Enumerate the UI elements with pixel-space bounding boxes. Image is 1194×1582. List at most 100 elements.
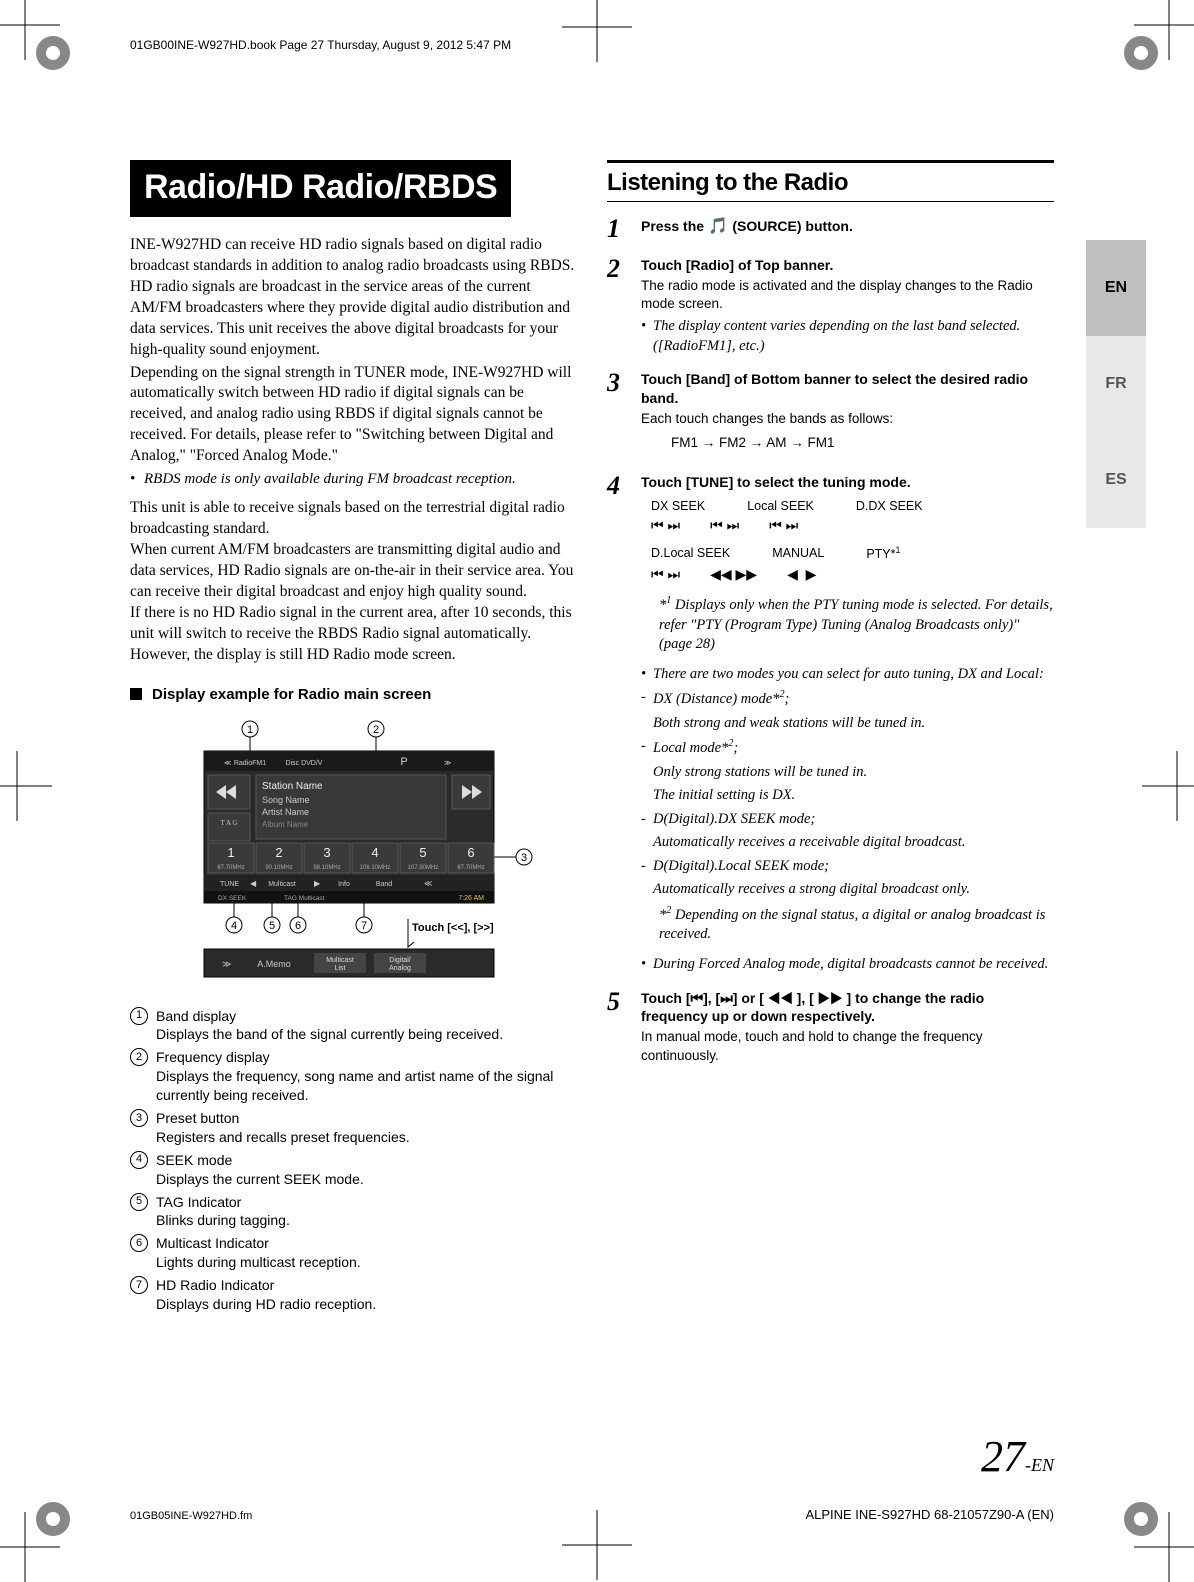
step-1: 1 Press the 🎵 (SOURCE) button. [607, 216, 1054, 242]
svg-text:107.90MHz: 107.90MHz [407, 865, 438, 871]
step-number: 2 [607, 256, 627, 356]
svg-text:1: 1 [227, 845, 234, 860]
step-4: 4 Touch [TUNE] to select the tuning mode… [607, 473, 1054, 975]
svg-text:Artist Name: Artist Name [262, 807, 309, 817]
svg-text:3: 3 [520, 852, 526, 864]
svg-text:90.10MHz: 90.10MHz [265, 865, 292, 871]
step-sub: Each touch changes the bands as follows: [641, 410, 1054, 428]
intro-paragraph: If there is no HD Radio signal in the cu… [130, 603, 577, 666]
step-head: Touch [Band] of Bottom banner to select … [641, 370, 1054, 408]
svg-text:≪: ≪ [424, 879, 432, 888]
step-number: 3 [607, 370, 627, 458]
svg-text:TAG Multicast: TAG Multicast [284, 895, 325, 902]
svg-text:DX SEEK: DX SEEK [218, 895, 247, 902]
step-number: 5 [607, 989, 627, 1065]
svg-text:7: 7 [360, 920, 366, 932]
legend-title: Band display [156, 1007, 503, 1026]
right-column: Listening to the Radio 1 Press the 🎵 (SO… [607, 160, 1054, 1318]
seek-row-2: D.Local SEEKMANUALPTY*1 [651, 545, 1054, 563]
svg-text:Album Name: Album Name [262, 820, 309, 829]
display-example-heading: Display example for Radio main screen [130, 686, 577, 703]
svg-text:98.10MHz: 98.10MHz [313, 865, 340, 871]
footnote-2: *2 Depending on the signal status, a dig… [641, 904, 1054, 945]
svg-text:≫: ≫ [222, 959, 231, 969]
step-note: The display content varies depending on … [641, 317, 1054, 356]
legend-title: TAG Indicator [156, 1193, 290, 1212]
svg-text:▶: ▶ [314, 879, 321, 888]
legend-number: 6 [130, 1234, 148, 1252]
svg-text:Song Name: Song Name [262, 795, 310, 805]
svg-text:87.70MHz: 87.70MHz [457, 865, 484, 871]
legend-title: Preset button [156, 1109, 410, 1128]
svg-text:◀: ◀ [250, 879, 257, 888]
regmark-crosshair [1142, 751, 1194, 821]
legend-title: HD Radio Indicator [156, 1276, 376, 1295]
intro-paragraph: This unit is able to receive signals bas… [130, 498, 577, 540]
note: Only strong stations will be tuned in. [641, 763, 1054, 783]
print-header-line: 01GB00INE-W927HD.book Page 27 Thursday, … [130, 38, 511, 52]
legend-list: 1 Band display Displays the band of the … [130, 1007, 577, 1314]
svg-text:Disc DVD/V: Disc DVD/V [285, 760, 322, 767]
radio-screen-svg: 1 2 3 4 5 6 7 ≪ [164, 717, 544, 997]
svg-text:Multicast: Multicast [268, 881, 296, 888]
note: Both strong and weak stations will be tu… [641, 714, 1054, 734]
footnote-1: *1 Displays only when the PTY tuning mod… [641, 594, 1054, 655]
intro-paragraph: INE-W927HD can receive HD radio signals … [130, 235, 577, 361]
legend-desc: Lights during multicast reception. [156, 1253, 361, 1272]
step-sub: The radio mode is activated and the disp… [641, 277, 1054, 313]
note: Local mode*2; [641, 737, 1054, 758]
svg-text:5: 5 [268, 920, 274, 932]
svg-text:P: P [400, 756, 407, 768]
regmark-ring [36, 1502, 70, 1536]
note: During Forced Analog mode, digital broad… [641, 955, 1054, 975]
lang-tab-fr[interactable]: FR [1086, 336, 1146, 432]
svg-text:7:26 AM: 7:26 AM [458, 895, 484, 902]
note: Automatically receives a receivable digi… [641, 833, 1054, 853]
svg-text:RadioFM1: RadioFM1 [233, 760, 265, 767]
step-head: Touch [Radio] of Top banner. [641, 256, 1054, 275]
seek-icons-2: ⏮ ⏭◀◀ ▶▶◀ ▶ [651, 565, 1054, 584]
step-3: 3 Touch [Band] of Bottom banner to selec… [607, 370, 1054, 458]
svg-text:A.Memo: A.Memo [257, 959, 291, 969]
svg-text:Digital/: Digital/ [389, 957, 410, 964]
radio-screen-figure: 1 2 3 4 5 6 7 ≪ [130, 717, 577, 997]
legend-title: Frequency display [156, 1048, 577, 1067]
step-head: Press the 🎵 (SOURCE) button. [641, 216, 1054, 238]
intro-paragraph: Depending on the signal strength in TUNE… [130, 363, 577, 468]
section-title: Radio/HD Radio/RBDS [130, 160, 511, 217]
regmark-ring [36, 36, 70, 70]
svg-text:5: 5 [419, 845, 426, 860]
footer-left: 01GB05INE-W927HD.fm [130, 1510, 252, 1522]
svg-text:≪: ≪ [224, 760, 231, 767]
svg-text:4: 4 [230, 920, 236, 932]
step-head: Touch [⏮], [⏭] or [ ◀◀ ], [ ▶▶ ] to chan… [641, 989, 1054, 1027]
svg-text:3: 3 [323, 845, 330, 860]
svg-text:≫: ≫ [444, 760, 451, 767]
legend-desc: Displays during HD radio reception. [156, 1295, 376, 1314]
legend-desc: Displays the current SEEK mode. [156, 1170, 364, 1189]
legend-desc: Blinks during tagging. [156, 1211, 290, 1230]
legend-title: Multicast Indicator [156, 1234, 361, 1253]
svg-text:Band: Band [375, 881, 391, 888]
band-cycle: FM1 → FM2 → AM → FM1 [671, 434, 1054, 452]
step-2: 2 Touch [Radio] of Top banner. The radio… [607, 256, 1054, 356]
step-head: Touch [TUNE] to select the tuning mode. [641, 473, 1054, 492]
note: Automatically receives a strong digital … [641, 880, 1054, 900]
regmark-crosshair [562, 0, 632, 62]
legend-number: 3 [130, 1109, 148, 1127]
footer-right: ALPINE INE-S927HD 68-21057Z90-A (EN) [805, 1507, 1054, 1522]
lang-tab-es[interactable]: ES [1086, 432, 1146, 528]
svg-text:Touch [<<], [>>]: Touch [<<], [>>] [412, 922, 494, 934]
note: D(Digital).Local SEEK mode; [641, 857, 1054, 877]
listening-title: Listening to the Radio [607, 160, 1054, 202]
svg-text:1: 1 [246, 724, 252, 736]
note: D(Digital).DX SEEK mode; [641, 810, 1054, 830]
heading-text: Display example for Radio main screen [152, 686, 431, 703]
svg-text:List: List [334, 965, 345, 972]
svg-text:6: 6 [294, 920, 300, 932]
svg-text:2: 2 [372, 724, 378, 736]
legend-number: 2 [130, 1048, 148, 1066]
lang-tab-en[interactable]: EN [1086, 240, 1146, 336]
svg-text:Multicast: Multicast [326, 957, 354, 964]
svg-text:Info: Info [338, 881, 350, 888]
